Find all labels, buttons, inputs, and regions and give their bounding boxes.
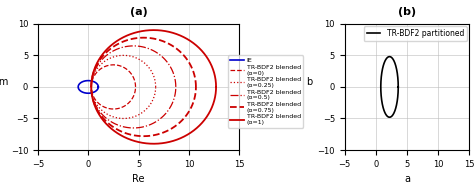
TR-BDF2 partitioned bbox=[387, 116, 392, 118]
X-axis label: Re: Re bbox=[132, 174, 145, 183]
TR-BDF2 partitioned bbox=[378, 77, 384, 79]
Y-axis label: Im: Im bbox=[0, 77, 9, 87]
Title: (b): (b) bbox=[398, 8, 416, 17]
TR-BDF2 partitioned bbox=[387, 116, 392, 118]
Title: (a): (a) bbox=[130, 8, 147, 17]
Y-axis label: b: b bbox=[306, 77, 312, 87]
TR-BDF2 partitioned bbox=[386, 56, 392, 58]
TR-BDF2 partitioned bbox=[395, 86, 401, 88]
TR-BDF2 partitioned bbox=[379, 102, 385, 104]
TR-BDF2 partitioned bbox=[391, 59, 396, 61]
TR-BDF2 partitioned bbox=[383, 112, 388, 115]
Line: TR-BDF2 partitioned: TR-BDF2 partitioned bbox=[381, 57, 398, 117]
TR-BDF2 partitioned bbox=[387, 55, 392, 58]
Legend: IE, TR-BDF2 blended
(α=0), TR-BDF2 blended
(α=0.25), TR-BDF2 blended
(α=0.5), TR: IE, TR-BDF2 blended (α=0), TR-BDF2 blend… bbox=[228, 55, 303, 128]
Legend: TR-BDF2 partitioned: TR-BDF2 partitioned bbox=[364, 26, 467, 41]
X-axis label: a: a bbox=[404, 174, 410, 183]
TR-BDF2 partitioned bbox=[395, 86, 401, 88]
